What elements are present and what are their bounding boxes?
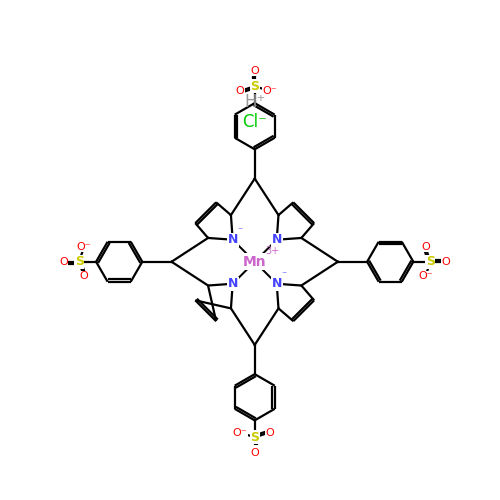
Text: O: O (250, 448, 259, 458)
Text: O⁻: O⁻ (233, 428, 248, 438)
Text: O: O (60, 256, 68, 266)
Text: O⁻: O⁻ (262, 86, 276, 96)
Text: S: S (250, 80, 259, 92)
Text: O⁻: O⁻ (418, 272, 433, 281)
Text: O: O (265, 428, 274, 438)
Text: N: N (272, 233, 282, 246)
Text: O: O (236, 86, 244, 96)
Text: ⁻: ⁻ (282, 270, 286, 280)
Text: O: O (421, 242, 430, 252)
Text: S: S (426, 255, 435, 268)
Text: S: S (250, 431, 259, 444)
Text: Cl⁻: Cl⁻ (242, 112, 267, 130)
Text: S: S (74, 255, 84, 268)
Text: N: N (272, 278, 282, 290)
Text: Mn: Mn (243, 254, 266, 268)
Text: O: O (442, 256, 450, 266)
Text: O⁻: O⁻ (76, 242, 91, 252)
Text: O: O (80, 272, 88, 281)
Text: H⁺: H⁺ (244, 94, 266, 112)
Text: ⁻: ⁻ (238, 226, 242, 236)
Text: 3+: 3+ (266, 246, 280, 256)
Text: N: N (228, 233, 238, 246)
Text: N: N (228, 278, 238, 290)
Text: O: O (250, 66, 259, 76)
